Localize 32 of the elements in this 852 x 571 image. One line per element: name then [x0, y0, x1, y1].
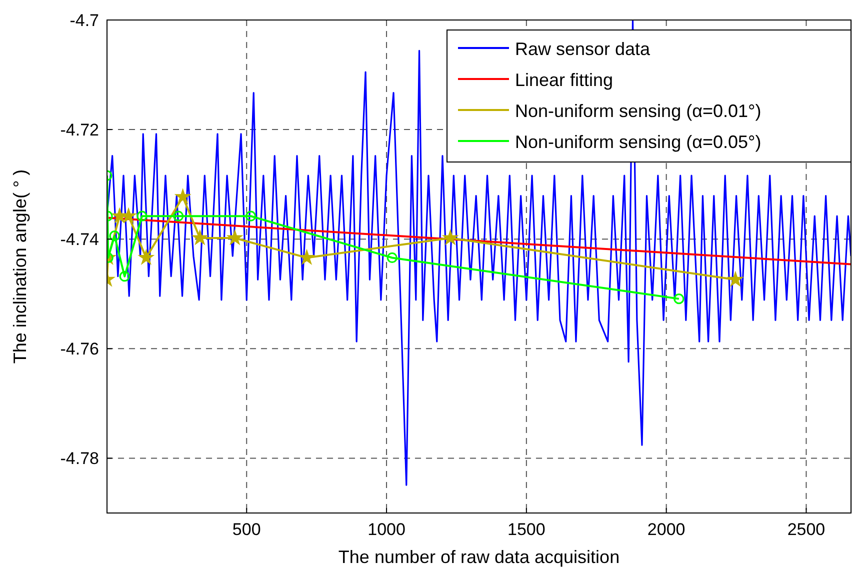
x-axis-title: The number of raw data acquisition — [338, 547, 620, 567]
x-tick-label: 1000 — [368, 520, 406, 539]
line-series — [107, 20, 851, 486]
point — [192, 230, 208, 244]
y-tick-label: -4.72 — [60, 120, 99, 140]
x-tick-label: 2000 — [647, 520, 686, 539]
point — [138, 250, 154, 264]
point — [386, 252, 398, 264]
point — [173, 210, 184, 222]
legend-label: Non-uniform sensing (α=0.01°) — [515, 101, 762, 121]
point — [227, 230, 242, 244]
point — [674, 294, 684, 304]
point — [728, 272, 743, 286]
y-tick-label: -4.78 — [60, 449, 99, 468]
y-tick-label: -4.74 — [60, 230, 99, 250]
legend-label: Linear fitting — [515, 70, 614, 90]
x-tick-label: 2500 — [787, 520, 826, 539]
y-axis-title: The inclination angle( ° ) — [10, 169, 30, 364]
y-tick-label: -4.76 — [60, 340, 99, 359]
x-tick-label: 1500 — [508, 520, 546, 539]
point — [299, 250, 314, 264]
point — [442, 230, 458, 244]
point — [121, 208, 136, 223]
point — [175, 189, 190, 204]
y-tick-label: -4.7 — [70, 11, 99, 30]
point — [109, 230, 120, 242]
point — [136, 210, 148, 222]
point — [119, 271, 130, 282]
point — [246, 210, 256, 222]
legend-label: Non-uniform sensing (α=0.05°) — [515, 132, 762, 152]
legend-label: Raw sensor data — [515, 39, 652, 59]
x-tick-label: 500 — [232, 520, 261, 539]
